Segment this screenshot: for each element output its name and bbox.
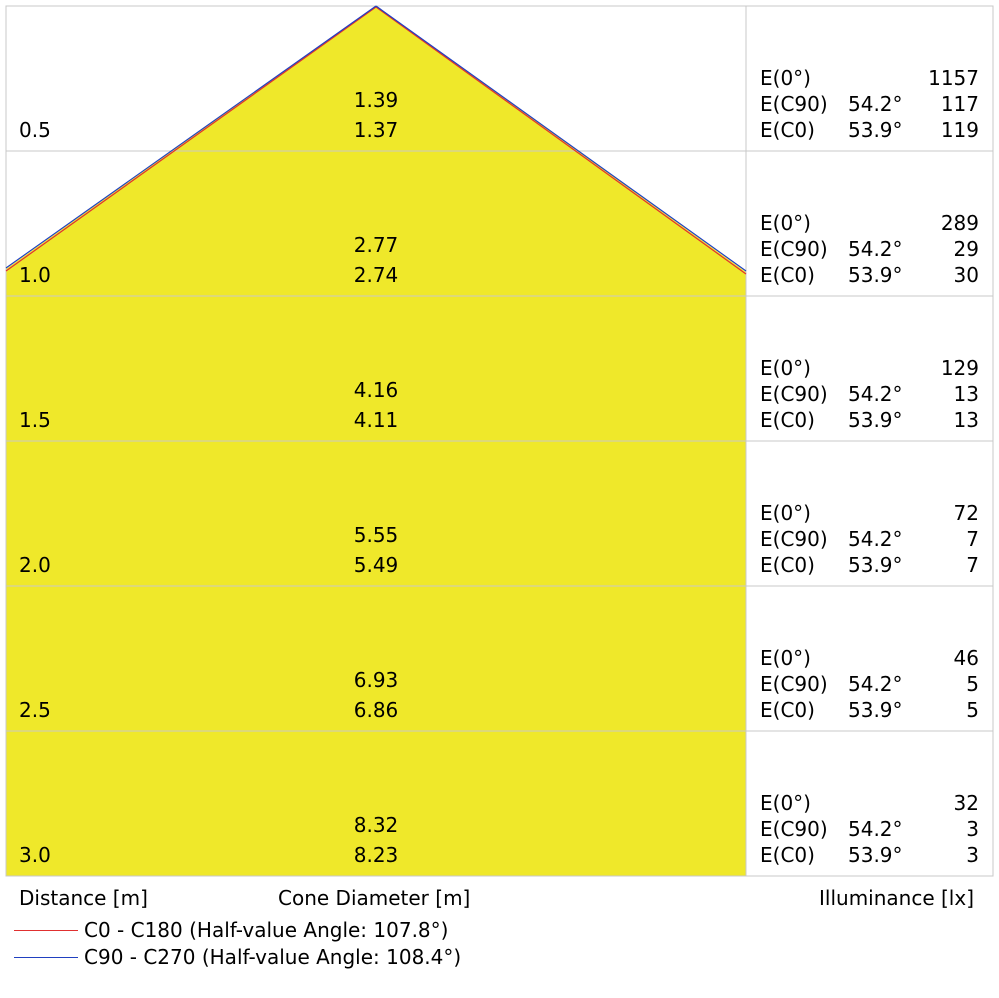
c90-beam-edge-left bbox=[5, 5, 377, 269]
illuminance-label-ec90: E(C90) bbox=[760, 817, 828, 841]
illuminance-label-ec0: E(C0) bbox=[760, 698, 815, 722]
angle-c90: 54.2° bbox=[848, 382, 903, 406]
cone-diameter-c0: 4.11 bbox=[354, 408, 399, 432]
illuminance-value-e0: 32 bbox=[954, 791, 979, 815]
distance-row: 2.0 5.55 5.49 E(0°) 72 E(C90) 54.2° 7 E(C0) 53.9°… bbox=[19, 501, 979, 577]
illuminance-value-ec0: 13 bbox=[954, 408, 979, 432]
illuminance-value-e0: 1157 bbox=[928, 66, 979, 90]
legend-line-c0-c180 bbox=[14, 929, 78, 931]
illuminance-value-e0: 72 bbox=[954, 501, 979, 525]
distance-value: 2.0 bbox=[19, 553, 51, 577]
illuminance-value-ec0: 7 bbox=[966, 553, 979, 577]
distance-row: 0.5 1.39 1.37 E(0°) 1157 E(C90) 54.2° 117 E(C0) 5… bbox=[19, 66, 979, 142]
cone-diameter-c90: 4.16 bbox=[354, 378, 399, 402]
illuminance-value-ec90: 117 bbox=[941, 92, 979, 116]
angle-c90: 54.2° bbox=[848, 817, 903, 841]
distance-value: 1.5 bbox=[19, 408, 51, 432]
cone-diameter-c90: 5.55 bbox=[354, 523, 399, 547]
angle-c90: 54.2° bbox=[848, 672, 903, 696]
legend-label-c0-c180: C0 - C180 (Half-value Angle: 107.8°) bbox=[84, 918, 449, 942]
cone-diameter-c0: 6.86 bbox=[354, 698, 399, 722]
distance-axis-label: Distance [m] bbox=[19, 886, 148, 910]
illuminance-label-ec90: E(C90) bbox=[760, 382, 828, 406]
cone-diameter-label: Cone Diameter [m] bbox=[278, 886, 471, 910]
illuminance-value-ec90: 13 bbox=[954, 382, 979, 406]
illuminance-label-ec90: E(C90) bbox=[760, 92, 828, 116]
cone-diameter-c90: 8.32 bbox=[354, 813, 399, 837]
illuminance-value-ec90: 29 bbox=[954, 237, 979, 261]
illuminance-label-e0: E(0°) bbox=[760, 356, 811, 380]
cone-diameter-c0: 2.74 bbox=[354, 263, 399, 287]
distance-row: 1.0 2.77 2.74 E(0°) 289 E(C90) 54.2° 29 E(C0) 53.… bbox=[19, 211, 979, 287]
cone-diameter-c90: 2.77 bbox=[354, 233, 399, 257]
illuminance-label-e0: E(0°) bbox=[760, 66, 811, 90]
angle-c0: 53.9° bbox=[848, 553, 903, 577]
angle-c0: 53.9° bbox=[848, 843, 903, 867]
distance-row: 2.5 6.93 6.86 E(0°) 46 E(C90) 54.2° 5 E(C0) 53.9°… bbox=[19, 646, 979, 722]
illuminance-label-ec90: E(C90) bbox=[760, 527, 828, 551]
angle-c0: 53.9° bbox=[848, 698, 903, 722]
cone-diameter-c0: 1.37 bbox=[354, 118, 399, 142]
illuminance-label-ec0: E(C0) bbox=[760, 408, 815, 432]
legend-item-c90-c270: C90 - C270 (Half-value Angle: 108.4°) bbox=[14, 944, 461, 970]
illuminance-label-ec0: E(C0) bbox=[760, 843, 815, 867]
illuminance-label: Illuminance [lx] bbox=[819, 886, 974, 910]
angle-c90: 54.2° bbox=[848, 92, 903, 116]
illuminance-value-e0: 289 bbox=[941, 211, 979, 235]
illuminance-value-ec0: 3 bbox=[966, 843, 979, 867]
illuminance-label-ec0: E(C0) bbox=[760, 553, 815, 577]
angle-c90: 54.2° bbox=[848, 527, 903, 551]
illuminance-value-ec0: 5 bbox=[966, 698, 979, 722]
distance-row: 1.5 4.16 4.11 E(0°) 129 E(C90) 54.2° 13 E(C0) 53.… bbox=[19, 356, 979, 432]
illuminance-value-ec0: 30 bbox=[954, 263, 979, 287]
illuminance-label-e0: E(0°) bbox=[760, 646, 811, 670]
illuminance-label-ec0: E(C0) bbox=[760, 118, 815, 142]
illuminance-label-e0: E(0°) bbox=[760, 501, 811, 525]
illuminance-label-ec90: E(C90) bbox=[760, 672, 828, 696]
illuminance-value-ec90: 5 bbox=[966, 672, 979, 696]
distance-value: 2.5 bbox=[19, 698, 51, 722]
illuminance-value-ec0: 119 bbox=[941, 118, 979, 142]
angle-c0: 53.9° bbox=[848, 408, 903, 432]
cone-diameter-c0: 5.49 bbox=[354, 553, 399, 577]
illuminance-value-ec90: 7 bbox=[966, 527, 979, 551]
angle-c0: 53.9° bbox=[848, 263, 903, 287]
illuminance-label-ec90: E(C90) bbox=[760, 237, 828, 261]
c0-beam-edge-left bbox=[5, 6, 377, 272]
illuminance-value-e0: 46 bbox=[954, 646, 979, 670]
cone-diameter-c90: 6.93 bbox=[354, 668, 399, 692]
legend-label-c90-c270: C90 - C270 (Half-value Angle: 108.4°) bbox=[84, 945, 462, 969]
angle-c0: 53.9° bbox=[848, 118, 903, 142]
illuminance-label-ec0: E(C0) bbox=[760, 263, 815, 287]
illuminance-value-e0: 129 bbox=[941, 356, 979, 380]
c90-beam-edge-right bbox=[375, 5, 747, 272]
distance-row: 3.0 8.32 8.23 E(0°) 32 E(C90) 54.2° 3 E(C0) 53.9°… bbox=[19, 791, 979, 867]
illuminance-value-ec90: 3 bbox=[966, 817, 979, 841]
angle-c90: 54.2° bbox=[848, 237, 903, 261]
illuminance-label-e0: E(0°) bbox=[760, 211, 811, 235]
legend-item-c0-c180: C0 - C180 (Half-value Angle: 107.8°) bbox=[14, 917, 448, 943]
legend-line-c90-c270 bbox=[14, 956, 78, 958]
distance-value: 1.0 bbox=[19, 263, 51, 287]
cone-diameter-c0: 8.23 bbox=[354, 843, 399, 867]
distance-value: 0.5 bbox=[19, 118, 51, 142]
cone-diameter-c90: 1.39 bbox=[354, 88, 399, 112]
c0-beam-edge-right bbox=[375, 6, 747, 275]
illuminance-label-e0: E(0°) bbox=[760, 791, 811, 815]
distance-value: 3.0 bbox=[19, 843, 51, 867]
